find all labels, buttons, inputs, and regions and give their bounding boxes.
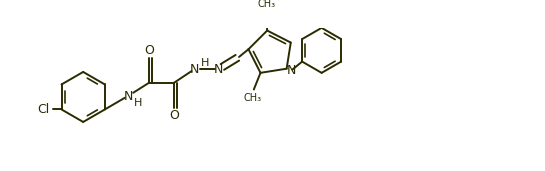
Text: CH₃: CH₃ — [257, 0, 275, 9]
Text: H: H — [134, 98, 142, 108]
Text: CH₃: CH₃ — [243, 93, 261, 103]
Text: H: H — [201, 58, 209, 68]
Text: O: O — [144, 44, 154, 57]
Text: N: N — [124, 90, 133, 103]
Text: O: O — [169, 109, 179, 122]
Text: N: N — [190, 63, 199, 76]
Text: N: N — [287, 64, 296, 77]
Text: N: N — [214, 63, 223, 76]
Text: Cl: Cl — [37, 103, 49, 116]
